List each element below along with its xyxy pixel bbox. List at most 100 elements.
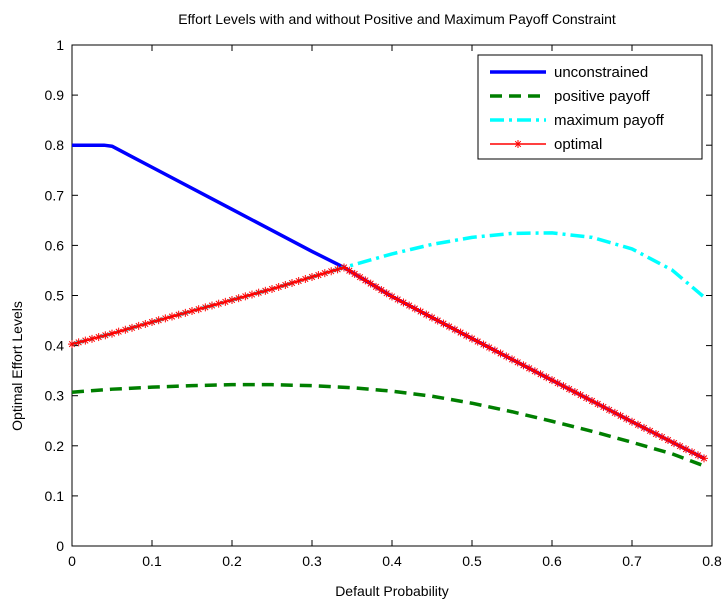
optimal-marker: [254, 288, 263, 297]
optimal-marker: [393, 295, 402, 304]
optimal-marker: [599, 402, 608, 411]
optimal-marker: [658, 432, 666, 441]
optimal-marker: [181, 308, 190, 317]
optimal-marker: [228, 296, 236, 305]
optimal-marker: [74, 338, 83, 347]
optimal-marker: [416, 307, 425, 316]
optimal-marker: [513, 358, 522, 367]
optimal-marker: [536, 370, 545, 379]
y-tick-label: 0: [56, 538, 64, 554]
y-tick-label: 0.7: [45, 187, 65, 203]
optimal-marker: [101, 331, 110, 340]
y-tick-label: 0.4: [45, 338, 65, 354]
optimal-marker: [356, 273, 364, 282]
optimal-marker: [508, 355, 516, 364]
y-tick-label: 0.3: [45, 388, 65, 404]
x-tick-label: 0.3: [302, 553, 322, 569]
legend: unconstrained positive payoff maximum payo…: [477, 54, 703, 160]
optimal-marker: [410, 304, 419, 313]
optimal-marker: [688, 448, 696, 457]
optimal-marker: [121, 325, 130, 334]
optimal-marker: [208, 301, 216, 310]
optimal-marker: [456, 328, 465, 337]
optimal-marker: [174, 310, 183, 319]
optimal-marker: [248, 290, 256, 299]
series-line-positive-payoff: [71, 382, 705, 468]
optimal-marker: [345, 266, 354, 275]
optimal-marker: [327, 267, 336, 276]
optimal-marker: [399, 298, 408, 307]
optimal-marker: [308, 272, 316, 281]
x-tick-label: 0.5: [462, 553, 482, 569]
optimal-marker: [565, 385, 574, 394]
optimal-marker: [479, 340, 488, 349]
optimal-marker: [405, 301, 414, 310]
optimal-marker: [350, 269, 359, 278]
optimal-marker: [320, 269, 329, 278]
optimal-marker: [646, 426, 654, 435]
optimal-marker: [201, 303, 210, 312]
optimal-marker: [670, 439, 678, 448]
optimal-marker: [268, 284, 276, 293]
optimal-marker: [81, 336, 90, 345]
legend-marker-optimal: [514, 140, 522, 148]
optimal-marker: [274, 282, 283, 291]
optimal-marker: [530, 367, 539, 376]
optimal-marker: [234, 294, 243, 303]
optimal-marker: [281, 280, 290, 289]
optimal-marker: [496, 349, 505, 358]
optimal-marker: [108, 329, 116, 338]
legend-label-maximum-payoff: maximum payoff: [554, 112, 665, 129]
x-tick-label: 0.1: [142, 553, 162, 569]
x-tick-label: 0.8: [702, 553, 722, 569]
optimal-marker: [94, 333, 103, 342]
series-markers-optimal: [68, 263, 708, 463]
optimal-marker: [388, 292, 396, 301]
optimal-marker: [88, 334, 96, 343]
optimal-marker: [294, 276, 303, 285]
y-tick-label: 0.6: [45, 237, 65, 253]
optimal-marker: [570, 388, 579, 397]
optimal-marker: [134, 321, 143, 330]
optimal-marker: [605, 405, 614, 414]
optimal-marker: [559, 382, 568, 391]
legend-label-optimal: optimal: [554, 136, 602, 153]
optimal-marker: [676, 442, 684, 451]
optimal-marker: [128, 323, 136, 332]
x-tick-label: 0.7: [622, 553, 642, 569]
optimal-marker: [422, 310, 431, 319]
optimal-marker: [221, 297, 230, 306]
optimal-marker: [154, 316, 163, 325]
optimal-marker: [372, 282, 380, 291]
optimal-marker: [148, 318, 156, 327]
optimal-marker: [445, 322, 454, 331]
optimal-marker: [188, 307, 196, 316]
optimal-marker: [114, 327, 123, 336]
y-tick-label: 0.9: [45, 87, 65, 103]
optimal-marker: [593, 399, 602, 408]
optimal-marker: [301, 274, 310, 283]
optimal-marker: [168, 312, 176, 321]
optimal-marker: [652, 429, 660, 438]
optimal-marker: [682, 445, 690, 454]
legend-label-positive-payoff: positive payoff: [554, 88, 650, 105]
optimal-marker: [241, 292, 250, 301]
optimal-marker: [340, 263, 348, 272]
optimal-marker: [622, 414, 631, 423]
x-tick-label: 0.2: [222, 553, 242, 569]
optimal-marker: [519, 361, 528, 370]
y-axis-label: Optimal Effort Levels: [9, 301, 25, 431]
optimal-marker: [450, 325, 459, 334]
optimal-marker: [433, 316, 442, 325]
optimal-marker: [576, 391, 585, 400]
optimal-marker: [485, 343, 494, 352]
optimal-marker: [288, 278, 296, 287]
optimal-marker: [664, 436, 672, 445]
optimal-marker: [700, 454, 708, 463]
optimal-marker: [314, 271, 323, 280]
optimal-marker: [490, 346, 499, 355]
optimal-marker: [468, 334, 476, 343]
optimal-marker: [628, 417, 636, 426]
optimal-marker: [439, 319, 448, 328]
optimal-marker: [366, 279, 375, 288]
